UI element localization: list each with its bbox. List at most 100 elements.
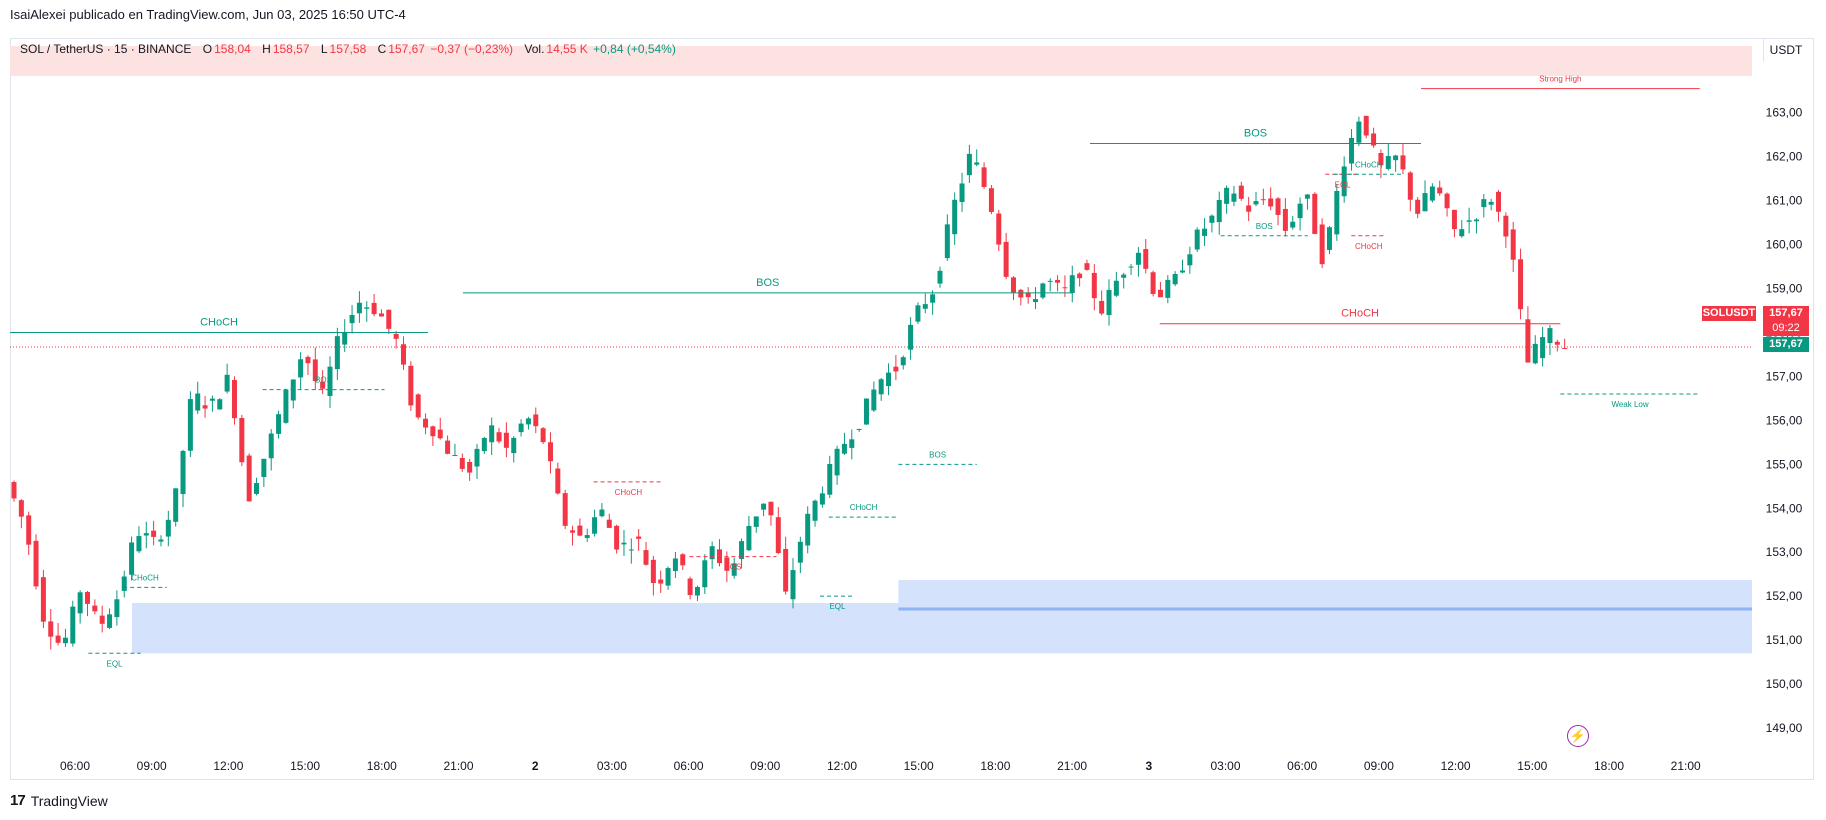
candle-body — [1253, 201, 1259, 205]
structure-label: BOS — [929, 450, 946, 459]
candle-body — [312, 359, 318, 382]
candle-body — [1407, 172, 1413, 200]
x-tick-label: 12:00 — [1441, 759, 1471, 773]
candle-body — [1326, 227, 1332, 250]
candle-body — [386, 309, 392, 329]
candle-body — [195, 393, 201, 411]
structure-label: BOS — [1256, 222, 1273, 231]
candle-body — [606, 519, 612, 528]
y-tick-label: 163,00 — [1766, 106, 1803, 120]
candle-body — [1385, 156, 1391, 169]
candle-body — [900, 357, 906, 366]
candle-body — [342, 332, 348, 345]
open-value: 158,04 — [214, 42, 251, 56]
candle-body — [1518, 259, 1524, 310]
symbol-label[interactable]: SOL / TetherUS · 15 · BINANCE — [20, 42, 192, 56]
candle-body — [393, 333, 399, 339]
candle-body — [121, 576, 127, 591]
structure-label: Strong High — [1539, 75, 1581, 84]
candle-body — [158, 539, 164, 542]
currency-button[interactable]: USDT — [1763, 38, 1808, 62]
x-tick-label: 12:00 — [213, 759, 243, 773]
candle-body — [562, 493, 568, 526]
candle-body — [599, 509, 605, 517]
candle-body — [930, 294, 936, 303]
x-tick-label: 15:00 — [290, 759, 320, 773]
structure-label: CHoCH — [200, 316, 238, 328]
x-tick-label: 09:00 — [137, 759, 167, 773]
candle-body — [1062, 287, 1068, 289]
candle-body — [812, 500, 818, 521]
candle-body — [1238, 185, 1244, 199]
candle-body — [459, 457, 465, 469]
candle-body — [1297, 203, 1303, 219]
candle-body — [1091, 272, 1097, 299]
candle-body — [173, 488, 179, 522]
candle-body — [1473, 219, 1479, 222]
candle-body — [1003, 241, 1009, 277]
structure-label: EQL — [1335, 180, 1352, 189]
x-tick-label: 03:00 — [1210, 759, 1240, 773]
candle-body — [518, 423, 524, 433]
candle-body — [834, 448, 840, 476]
candle-body — [1040, 283, 1046, 298]
candle-body — [1010, 277, 1016, 293]
x-tick-label: 21:00 — [1057, 759, 1087, 773]
candle-body — [1157, 289, 1163, 298]
candle-body — [1554, 341, 1560, 345]
y-tick-label: 156,00 — [1766, 413, 1803, 427]
candle-body — [423, 418, 429, 428]
candle-body — [1532, 343, 1538, 364]
candle-body — [1275, 198, 1281, 215]
candle-body — [1371, 133, 1377, 146]
candle-body — [1415, 199, 1421, 214]
x-tick-label: 09:00 — [750, 759, 780, 773]
candle-body — [621, 542, 627, 545]
candle-body — [1025, 292, 1031, 298]
candle-body — [1312, 193, 1318, 234]
candle-body — [92, 605, 98, 612]
candle-body — [893, 366, 899, 372]
candle-body — [356, 302, 362, 314]
candle-body — [1128, 266, 1134, 268]
candle-body — [746, 525, 752, 551]
candle-body — [143, 533, 149, 536]
candle-body — [1216, 199, 1222, 223]
candle-body — [1194, 229, 1200, 250]
candle-body — [1444, 193, 1450, 209]
x-tick-label: 09:00 — [1364, 759, 1394, 773]
candle-body — [871, 389, 877, 411]
candle-body — [467, 461, 473, 473]
candle-body — [84, 591, 90, 604]
candle-body — [114, 599, 120, 618]
candle-body — [11, 482, 17, 499]
candle-body — [349, 314, 355, 324]
high-value: 158,57 — [272, 42, 310, 56]
candle-body — [731, 563, 737, 576]
candle-body — [231, 380, 237, 419]
candle-body — [1282, 208, 1288, 231]
x-tick-label: 15:00 — [1517, 759, 1547, 773]
candle-body — [180, 450, 186, 495]
strong-high-zone — [10, 46, 1752, 76]
candle-body — [1018, 289, 1024, 298]
candle-body — [1547, 328, 1553, 344]
structure-label: EQL — [107, 659, 124, 668]
candle-body — [445, 440, 451, 454]
candle-body — [680, 554, 686, 566]
candle-body — [1429, 186, 1435, 201]
candle-body — [805, 513, 811, 546]
candle-body — [1165, 279, 1171, 298]
x-tick-label: 12:00 — [827, 759, 857, 773]
candle-body — [503, 432, 509, 448]
alert-icon[interactable]: ⚡ — [1567, 725, 1589, 747]
candle-body — [40, 577, 46, 622]
structure-label: CHoCH — [1341, 308, 1379, 320]
candle-body — [614, 525, 620, 550]
candle-body — [511, 437, 517, 454]
candle-body — [1481, 199, 1487, 208]
x-tick-label: 18:00 — [367, 759, 397, 773]
structure-label: BOS — [756, 277, 779, 289]
candle-body — [974, 162, 980, 165]
